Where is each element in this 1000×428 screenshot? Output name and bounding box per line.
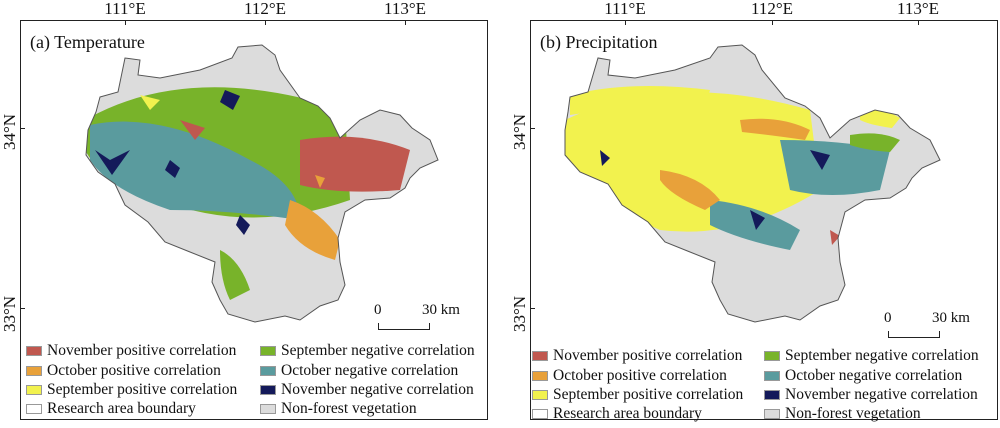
october-positive-area (740, 118, 810, 140)
scale-end: 30 km (932, 310, 970, 326)
lon-label-113: 113°E (896, 0, 940, 18)
september-positive-patch (140, 95, 160, 110)
november-negative-patch (165, 160, 180, 178)
legend-swatch (26, 385, 42, 395)
september-negative-area (220, 250, 250, 300)
legend-item: November positive correlation (26, 342, 236, 360)
scale-start: 0 (374, 302, 382, 318)
legend-item: November positive correlation (532, 347, 742, 365)
lat-tick (20, 308, 25, 309)
scale-bar-line (378, 323, 430, 330)
november-negative-patch (95, 150, 130, 175)
panel-precipitation: 111°E 112°E 113°E 34°N 33°N (510, 0, 1000, 428)
october-negative-area (90, 121, 300, 220)
september-positive-area (860, 109, 900, 128)
legend-swatch (532, 351, 548, 361)
legend-swatch (764, 409, 780, 419)
lon-tick (265, 20, 266, 25)
legend-item: October positive correlation (26, 362, 221, 380)
research-area-boundary (85, 44, 439, 323)
legend-label: Non-forest vegetation (785, 405, 921, 422)
legend-label: Research area boundary (553, 405, 702, 422)
lon-tick (772, 20, 773, 25)
legend-swatch (26, 346, 42, 356)
legend-swatch (764, 371, 780, 381)
november-negative-patch (236, 215, 250, 235)
legend-item: October negative correlation (764, 367, 962, 385)
lon-tick (125, 20, 126, 25)
september-negative-area (850, 133, 900, 152)
legend-item: November negative correlation (764, 386, 978, 404)
lon-tick (918, 20, 919, 25)
legend-swatch (532, 390, 548, 400)
legend-item: Non-forest vegetation (764, 405, 921, 423)
november-negative-patch (220, 90, 240, 110)
legend-swatch (764, 351, 780, 361)
october-positive-area (285, 200, 340, 260)
lon-tick (405, 20, 406, 25)
panel-title: (a) Temperature (30, 32, 145, 52)
legend-label: October negative correlation (281, 362, 459, 379)
lat-tick (530, 308, 535, 309)
legend-item: September negative correlation (260, 342, 475, 360)
lon-label-112: 112°E (750, 0, 794, 18)
panel-temperature: 111°E 112°E 113°E 34°N 33°N (0, 0, 490, 428)
legend-label: November negative correlation (785, 386, 978, 403)
legend-swatch (260, 385, 276, 395)
legend-label: November positive correlation (47, 342, 237, 359)
october-positive-area (660, 170, 720, 210)
november-positive-area (300, 136, 410, 192)
legend-label: September negative correlation (785, 347, 979, 364)
legend-item: November negative correlation (260, 381, 474, 399)
legend-item: Research area boundary (532, 405, 702, 423)
november-positive-patch (830, 230, 840, 245)
legend-swatch (764, 390, 780, 400)
legend-label: September positive correlation (553, 386, 744, 403)
lon-label-111: 111°E (604, 0, 646, 18)
lon-tick (625, 20, 626, 25)
october-positive-patch (315, 175, 325, 188)
scale-end: 30 km (422, 302, 460, 318)
november-negative-patch (600, 150, 610, 166)
october-negative-area (780, 140, 890, 195)
legend-swatch (260, 404, 276, 414)
legend-item: September positive correlation (532, 386, 743, 404)
legend-label: Research area boundary (47, 400, 196, 417)
legend-item: September positive correlation (26, 381, 237, 399)
november-negative-patch (810, 150, 830, 170)
legend-swatch (26, 404, 42, 414)
legend-item: October positive correlation (532, 367, 727, 385)
legend-label: October positive correlation (47, 362, 221, 379)
legend-item: Research area boundary (26, 400, 196, 418)
lat-tick (530, 128, 535, 129)
scale-start: 0 (884, 310, 892, 326)
september-positive-area (570, 86, 710, 115)
legend-label: Non-forest vegetation (281, 400, 417, 417)
lon-label-113: 113°E (383, 0, 427, 18)
legend-label: September positive correlation (47, 381, 238, 398)
legend-label: November positive correlation (553, 347, 743, 364)
legend-label: September negative correlation (281, 342, 475, 359)
legend-swatch (26, 366, 42, 376)
legend-item: September negative correlation (764, 347, 979, 365)
study-area-map-temperature (85, 44, 439, 323)
research-area-boundary (564, 44, 941, 323)
legend-item: Non-forest vegetation (260, 400, 417, 418)
legend-swatch (532, 371, 548, 381)
legend-label: October positive correlation (553, 367, 727, 384)
lon-label-112: 112°E (243, 0, 287, 18)
legend-item: October negative correlation (260, 362, 458, 380)
legend-swatch (260, 366, 276, 376)
panel-title: (b) Precipitation (540, 32, 658, 52)
legend-label: November negative correlation (281, 381, 474, 398)
november-positive-patch (180, 120, 205, 140)
scale-bar-line (888, 331, 940, 338)
legend-label: October negative correlation (785, 367, 963, 384)
lat-tick (20, 128, 25, 129)
legend-swatch (260, 346, 276, 356)
november-negative-patch (750, 210, 765, 230)
study-area-map-precipitation (564, 44, 941, 323)
legend-swatch (532, 409, 548, 419)
lon-label-111: 111°E (104, 0, 146, 18)
